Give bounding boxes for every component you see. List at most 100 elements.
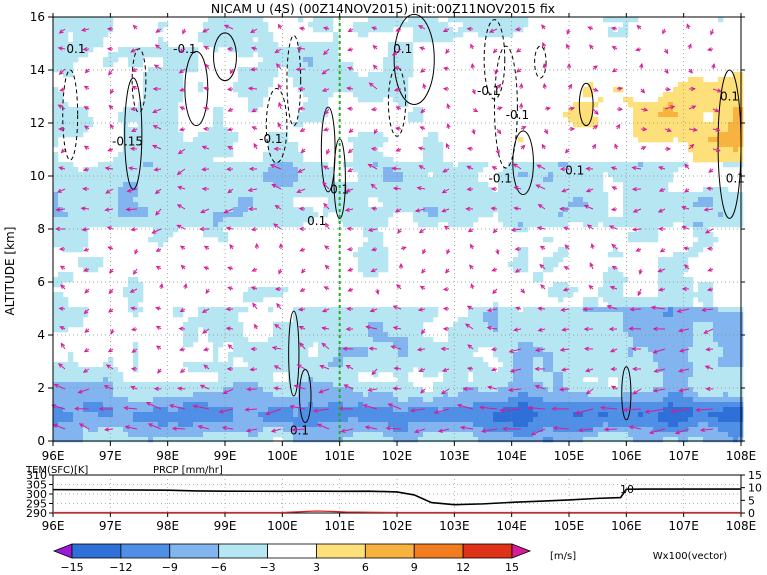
shading-cell xyxy=(53,222,59,228)
shading-cell xyxy=(723,187,729,193)
shading-cell xyxy=(603,357,609,363)
shading-cell xyxy=(508,342,514,348)
shading-cell xyxy=(288,202,294,208)
shading-cell xyxy=(58,222,64,228)
shading-cell xyxy=(673,337,679,343)
shading-cell xyxy=(513,312,519,318)
shading-cell xyxy=(353,77,359,83)
shading-cell xyxy=(368,272,374,278)
shading-cell xyxy=(283,327,289,333)
shading-cell xyxy=(88,32,94,38)
shading-cell xyxy=(638,367,644,373)
shading-cell xyxy=(578,307,584,313)
shading-cell xyxy=(488,372,494,378)
shading-cell xyxy=(648,342,654,348)
shading-cell xyxy=(253,17,259,23)
shading-cell xyxy=(373,82,379,88)
shading-cell xyxy=(643,342,649,348)
shading-cell xyxy=(533,347,539,353)
shading-cell xyxy=(298,52,304,58)
shading-cell xyxy=(673,367,679,373)
shading-cell xyxy=(538,372,544,378)
shading-cell xyxy=(473,327,479,333)
shading-cell xyxy=(643,162,649,168)
shading-cell xyxy=(698,212,704,218)
shading-cell xyxy=(293,77,299,83)
shading-cell xyxy=(523,212,529,218)
shading-cell xyxy=(713,152,719,158)
shading-cell xyxy=(173,47,179,53)
shading-cell xyxy=(483,312,489,318)
shading-cell xyxy=(313,117,319,123)
shading-cell xyxy=(638,227,644,233)
shading-cell xyxy=(658,107,664,113)
shading-cell xyxy=(563,177,569,183)
shading-cell xyxy=(303,307,309,313)
shading-cell xyxy=(383,322,389,328)
shading-cell xyxy=(628,207,634,213)
shading-cell xyxy=(538,322,544,328)
shading-cell xyxy=(423,167,429,173)
shading-cell xyxy=(253,92,259,98)
shading-cell xyxy=(143,122,149,128)
shading-cell xyxy=(228,337,234,343)
shading-cell xyxy=(278,197,284,203)
shading-cell xyxy=(508,187,514,193)
shading-cell xyxy=(733,222,739,228)
shading-cell xyxy=(468,307,474,313)
shading-cell xyxy=(648,357,654,363)
shading-cell xyxy=(243,182,249,188)
shading-cell xyxy=(698,137,704,143)
shading-cell xyxy=(143,207,149,213)
shading-cell xyxy=(403,192,409,198)
shading-cell xyxy=(288,67,294,73)
shading-cell xyxy=(678,127,684,133)
shading-cell xyxy=(593,317,599,323)
shading-cell xyxy=(663,212,669,218)
shading-cell xyxy=(643,307,649,313)
shading-cell xyxy=(238,37,244,43)
shading-cell xyxy=(108,362,114,368)
shading-cell xyxy=(303,182,309,188)
shading-cell xyxy=(528,372,534,378)
shading-cell xyxy=(343,207,349,213)
shading-cell xyxy=(163,117,169,123)
shading-cell xyxy=(103,182,109,188)
shading-cell xyxy=(643,377,649,383)
shading-cell xyxy=(293,192,299,198)
shading-cell xyxy=(378,322,384,328)
shading-cell xyxy=(178,62,184,68)
shading-cell xyxy=(53,37,59,43)
shading-cell xyxy=(708,332,714,338)
shading-cell xyxy=(673,357,679,363)
shading-cell xyxy=(183,207,189,213)
shading-cell xyxy=(423,177,429,183)
shading-cell xyxy=(373,87,379,93)
shading-cell xyxy=(548,337,554,343)
shading-cell xyxy=(183,177,189,183)
shading-cell xyxy=(88,262,94,268)
shading-cell xyxy=(718,112,724,118)
shading-cell xyxy=(473,182,479,188)
shading-cell xyxy=(463,367,469,373)
shading-cell xyxy=(393,47,399,53)
shading-cell xyxy=(173,192,179,198)
shading-cell xyxy=(368,257,374,263)
shading-cell xyxy=(273,152,279,158)
shading-cell xyxy=(453,32,459,38)
shading-cell xyxy=(593,117,599,123)
shading-cell xyxy=(108,182,114,188)
shading-cell xyxy=(693,77,699,83)
shading-cell xyxy=(83,212,89,218)
shading-cell xyxy=(348,352,354,358)
shading-cell xyxy=(203,132,209,138)
shading-cell xyxy=(513,22,519,28)
shading-cell xyxy=(613,297,619,303)
shading-cell xyxy=(83,122,89,128)
shading-cell xyxy=(418,17,424,23)
shading-cell xyxy=(263,207,269,213)
shading-cell xyxy=(63,112,69,118)
shading-cell xyxy=(548,237,554,243)
shading-cell xyxy=(383,182,389,188)
shading-cell xyxy=(468,222,474,228)
